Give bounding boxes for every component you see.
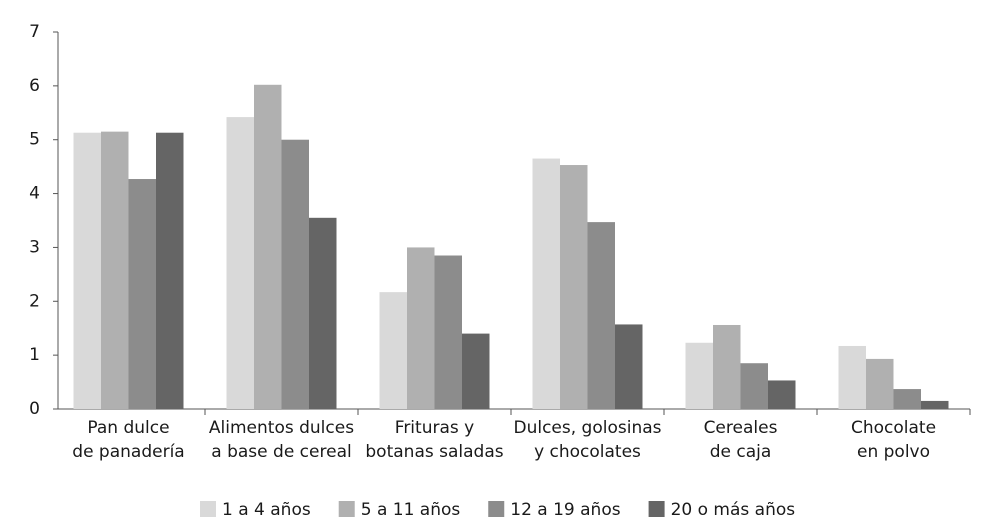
y-tick-label: 3 [29,237,40,257]
y-tick-label: 4 [29,184,40,204]
bar [226,117,254,409]
bar [101,131,129,409]
bar [254,84,282,409]
bar [587,222,615,409]
bar [156,132,184,409]
y-tick-label: 2 [29,291,40,311]
bar [309,217,337,409]
x-tick-label: botanas saladas [365,442,503,462]
x-tick-label: Cereales [704,418,778,438]
bar [73,132,101,409]
y-tick-label: 5 [29,130,40,150]
legend-swatch [648,501,665,517]
bar [921,400,949,409]
bar [532,158,560,409]
bar [866,358,894,409]
y-tick-label: 0 [29,399,40,419]
bar [713,324,741,409]
legend-label: 12 a 19 años [510,500,620,520]
y-tick-label: 1 [29,345,40,365]
bar [128,179,156,409]
bar [407,247,435,409]
x-tick-label: y chocolates [534,442,641,462]
legend-swatch [200,501,216,517]
bar [768,380,796,409]
bar [434,255,462,409]
bar [615,324,643,409]
legend-label: 1 a 4 años [222,500,311,520]
y-tick-label: 6 [29,76,40,96]
bar [379,292,407,409]
x-tick-label: Chocolate [851,418,936,438]
y-tick-label: 7 [29,22,40,42]
bar [685,342,713,409]
legend-label: 20 o más años [671,500,796,520]
legend-label: 5 a 11 años [361,500,461,520]
x-tick-label: de caja [710,442,772,462]
x-tick-label: Alimentos dulces [209,418,354,438]
x-tick-label: en polvo [857,442,930,462]
bar [740,363,768,409]
bar [281,139,309,409]
legend-swatch [338,501,355,517]
bar [838,345,866,409]
x-tick-label: Pan dulce [87,418,169,438]
x-tick-label: a base de cereal [211,442,351,462]
legend-swatch [488,501,505,517]
bar [893,389,921,409]
bar [560,165,588,409]
bar [462,333,490,409]
x-tick-label: Frituras y [395,418,474,438]
x-tick-label: Dulces, golosinas [513,418,661,438]
x-tick-label: de panadería [72,442,184,462]
